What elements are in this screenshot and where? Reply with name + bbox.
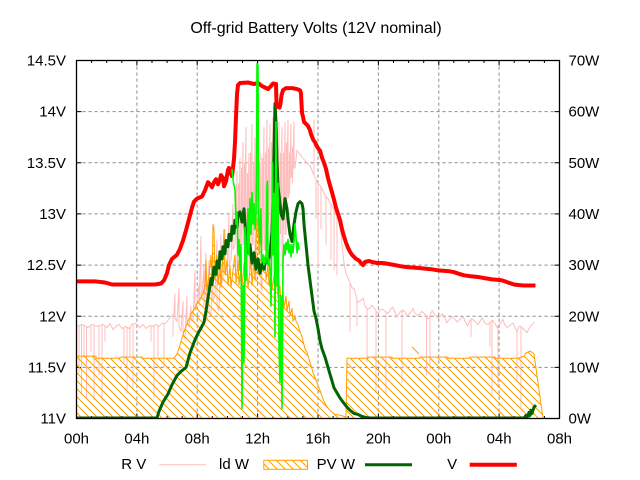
svg-text:11V: 11V: [40, 411, 66, 428]
svg-text:04h: 04h: [124, 431, 149, 448]
svg-text:10W: 10W: [569, 360, 601, 377]
svg-text:00h: 00h: [426, 431, 451, 448]
svg-text:Off-grid Battery Volts (12V no: Off-grid Battery Volts (12V nominal): [190, 20, 441, 37]
svg-text:08h: 08h: [547, 431, 572, 448]
svg-text:11.5V: 11.5V: [28, 360, 66, 377]
svg-text:04h: 04h: [487, 431, 512, 448]
svg-text:20h: 20h: [366, 431, 391, 448]
svg-text:14V: 14V: [39, 104, 66, 121]
svg-text:V: V: [447, 456, 457, 473]
svg-text:PV W: PV W: [317, 456, 356, 473]
svg-text:12h: 12h: [245, 431, 270, 448]
svg-text:00h: 00h: [64, 431, 89, 448]
svg-text:60W: 60W: [569, 104, 601, 121]
svg-text:30W: 30W: [569, 257, 601, 274]
svg-text:14.5V: 14.5V: [27, 53, 66, 70]
svg-text:12V: 12V: [39, 308, 66, 325]
svg-text:20W: 20W: [569, 308, 601, 325]
svg-text:ld W: ld W: [219, 456, 250, 473]
svg-text:R V: R V: [121, 456, 146, 473]
svg-text:13V: 13V: [39, 206, 66, 223]
svg-text:08h: 08h: [185, 431, 210, 448]
svg-text:70W: 70W: [569, 53, 601, 70]
svg-text:13.5V: 13.5V: [27, 155, 66, 172]
svg-text:40W: 40W: [569, 206, 601, 223]
svg-text:12.5V: 12.5V: [27, 257, 66, 274]
svg-text:50W: 50W: [569, 155, 601, 172]
svg-text:0W: 0W: [569, 411, 592, 428]
svg-text:16h: 16h: [305, 431, 330, 448]
